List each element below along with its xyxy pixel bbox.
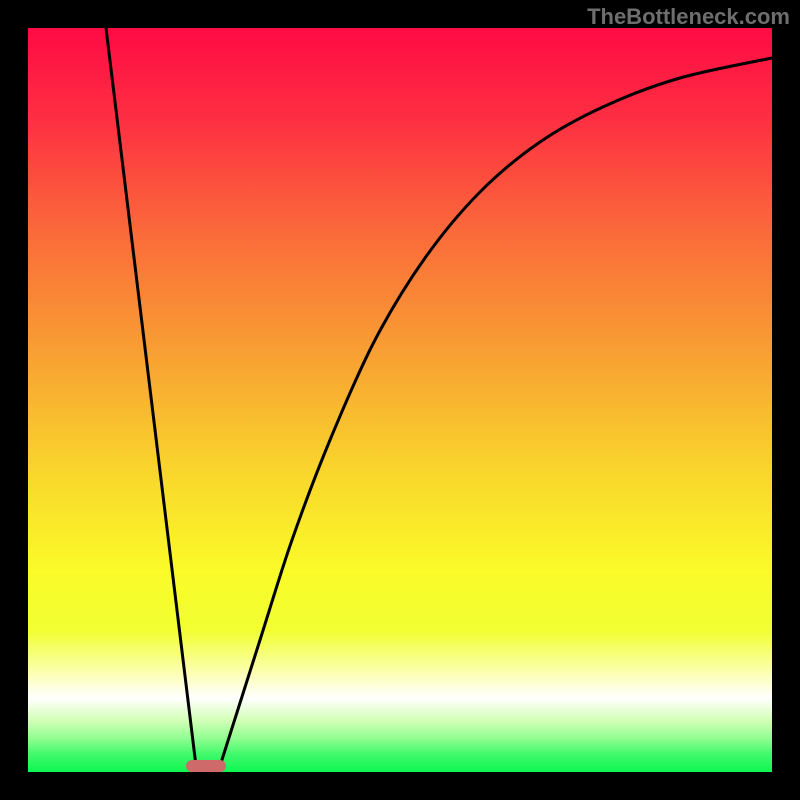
chart-container: { "watermark": { "text": "TheBottleneck.… [0, 0, 800, 800]
watermark-text: TheBottleneck.com [587, 4, 790, 30]
gradient-background [28, 28, 772, 772]
bottleneck-chart [0, 0, 800, 800]
optimal-marker [186, 760, 226, 772]
